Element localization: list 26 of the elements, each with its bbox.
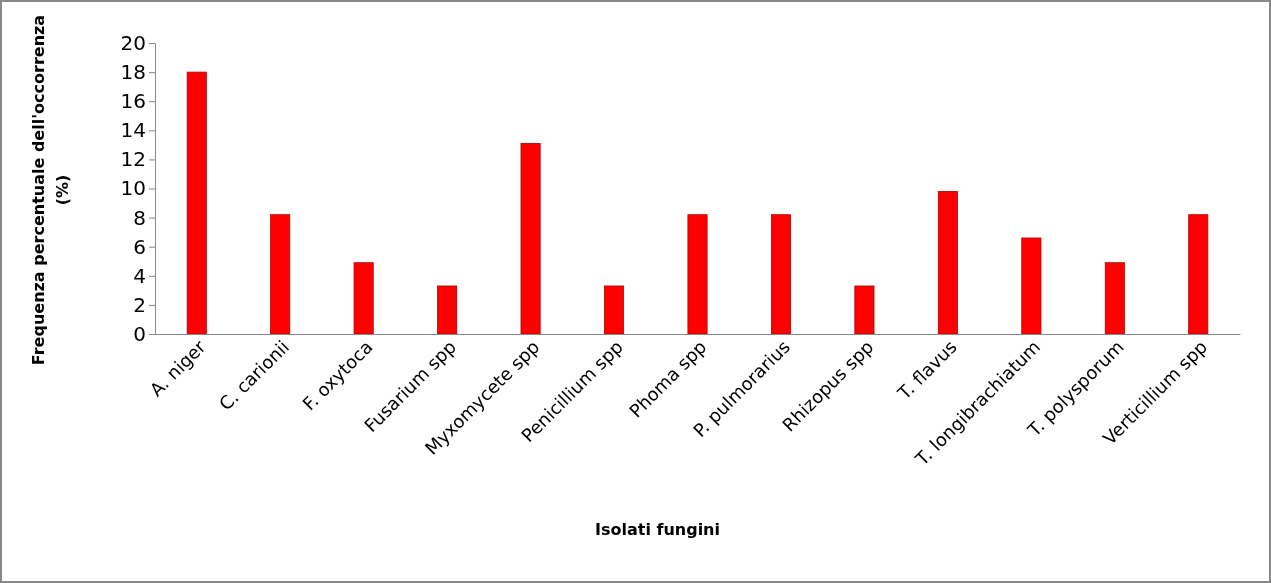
y-tick-label: 6 xyxy=(133,234,146,259)
y-tick-label: 12 xyxy=(120,147,146,172)
bar xyxy=(437,285,458,335)
y-tick-label: 10 xyxy=(120,176,146,201)
bar xyxy=(937,191,958,335)
y-tick-label: 18 xyxy=(120,60,146,84)
bar xyxy=(687,214,708,335)
bar xyxy=(854,285,875,335)
bar xyxy=(1021,237,1042,335)
bar xyxy=(270,214,291,335)
y-tick-label: 2 xyxy=(133,292,146,317)
bar xyxy=(1104,262,1125,335)
bar xyxy=(770,214,791,335)
y-tick-label: 20 xyxy=(120,30,146,55)
bar xyxy=(1188,214,1209,335)
y-tick-label: 8 xyxy=(133,205,146,230)
y-tick-label: 16 xyxy=(120,89,146,114)
y-axis-title: Frequenza percentuale dell'occorrenza (%) xyxy=(29,14,72,366)
bar xyxy=(353,262,374,335)
bar xyxy=(604,285,625,335)
bar xyxy=(520,143,541,335)
x-axis-title: Isolati fungini xyxy=(594,520,721,539)
y-tick-label: 0 xyxy=(133,321,146,346)
y-tick-label: 14 xyxy=(120,118,146,143)
y-tick-label: 4 xyxy=(133,263,146,288)
bar xyxy=(186,71,207,335)
